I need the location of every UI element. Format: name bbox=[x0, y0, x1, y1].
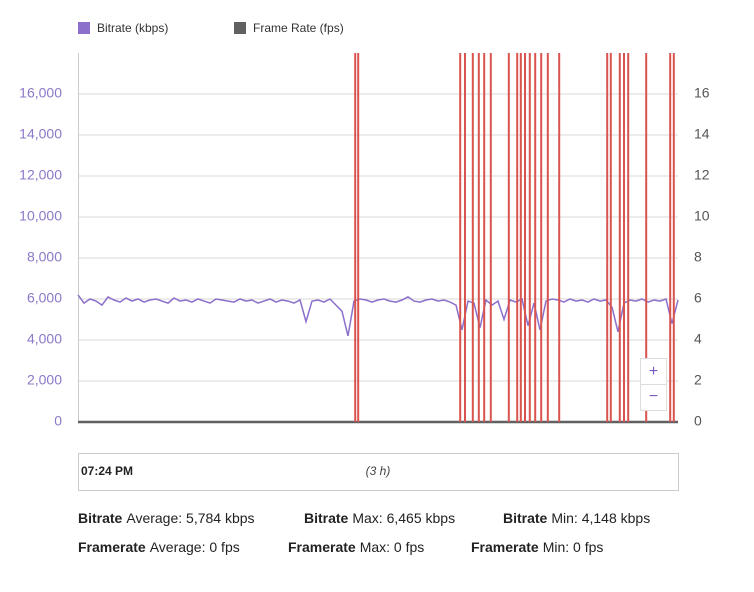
y2-tick-label: 8 bbox=[694, 249, 702, 265]
stat: Bitrate Average: 5,784 kbps bbox=[78, 510, 255, 526]
stat-value: Average: 5,784 kbps bbox=[126, 510, 254, 526]
zoom-in[interactable]: + bbox=[649, 363, 658, 380]
stat-value: Min: 0 fps bbox=[543, 539, 604, 555]
legend-swatch bbox=[234, 22, 246, 34]
y2-tick-label: 0 bbox=[694, 413, 702, 429]
y-tick-label: 12,000 bbox=[19, 167, 62, 183]
y2-tick-label: 4 bbox=[694, 331, 702, 347]
stat: Framerate Average: 0 fps bbox=[78, 539, 240, 555]
navigator-span: (3 h) bbox=[366, 464, 391, 478]
y2-tick-label: 6 bbox=[694, 290, 702, 306]
navigator-start: 07:24 PM bbox=[81, 464, 133, 478]
zoom-out[interactable]: − bbox=[649, 388, 658, 405]
zoom-out-button[interactable] bbox=[640, 384, 667, 411]
bitrate-line bbox=[77, 294, 679, 337]
y-tick-label: 10,000 bbox=[19, 208, 62, 224]
y-tick-label: 2,000 bbox=[27, 372, 62, 388]
stat-value: Max: 6,465 kbps bbox=[352, 510, 455, 526]
y2-tick-label: 16 bbox=[694, 85, 710, 101]
y-tick-label: 4,000 bbox=[27, 331, 62, 347]
stat: Framerate Min: 0 fps bbox=[471, 539, 603, 555]
legend-swatch bbox=[78, 22, 90, 34]
y2-tick-label: 14 bbox=[694, 126, 710, 142]
stat-value: Min: 4,148 kbps bbox=[551, 510, 650, 526]
y-tick-label: 16,000 bbox=[19, 85, 62, 101]
legend-label: Bitrate (kbps) bbox=[97, 21, 168, 35]
stat-value: Max: 0 fps bbox=[360, 539, 425, 555]
stat-value: Average: 0 fps bbox=[150, 539, 240, 555]
y2-tick-label: 2 bbox=[694, 372, 702, 388]
stat: Bitrate Max: 6,465 kbps bbox=[304, 510, 455, 526]
y2-tick-label: 12 bbox=[694, 167, 710, 183]
y2-tick-label: 10 bbox=[694, 208, 710, 224]
y-tick-label: 6,000 bbox=[27, 290, 62, 306]
y-tick-label: 8,000 bbox=[27, 249, 62, 265]
stat-metric: Framerate bbox=[471, 539, 539, 555]
y-tick-label: 0 bbox=[54, 413, 62, 429]
stat-metric: Bitrate bbox=[304, 510, 349, 526]
stat: Bitrate Min: 4,148 kbps bbox=[503, 510, 650, 526]
zoom-control: + − bbox=[640, 358, 667, 411]
y-tick-label: 14,000 bbox=[19, 126, 62, 142]
stat-metric: Bitrate bbox=[503, 510, 548, 526]
stat: Framerate Max: 0 fps bbox=[288, 539, 424, 555]
stat-metric: Bitrate bbox=[78, 510, 123, 526]
stat-metric: Framerate bbox=[288, 539, 356, 555]
stat-metric: Framerate bbox=[78, 539, 146, 555]
navigator bbox=[78, 453, 679, 491]
legend-label: Frame Rate (fps) bbox=[253, 21, 344, 35]
